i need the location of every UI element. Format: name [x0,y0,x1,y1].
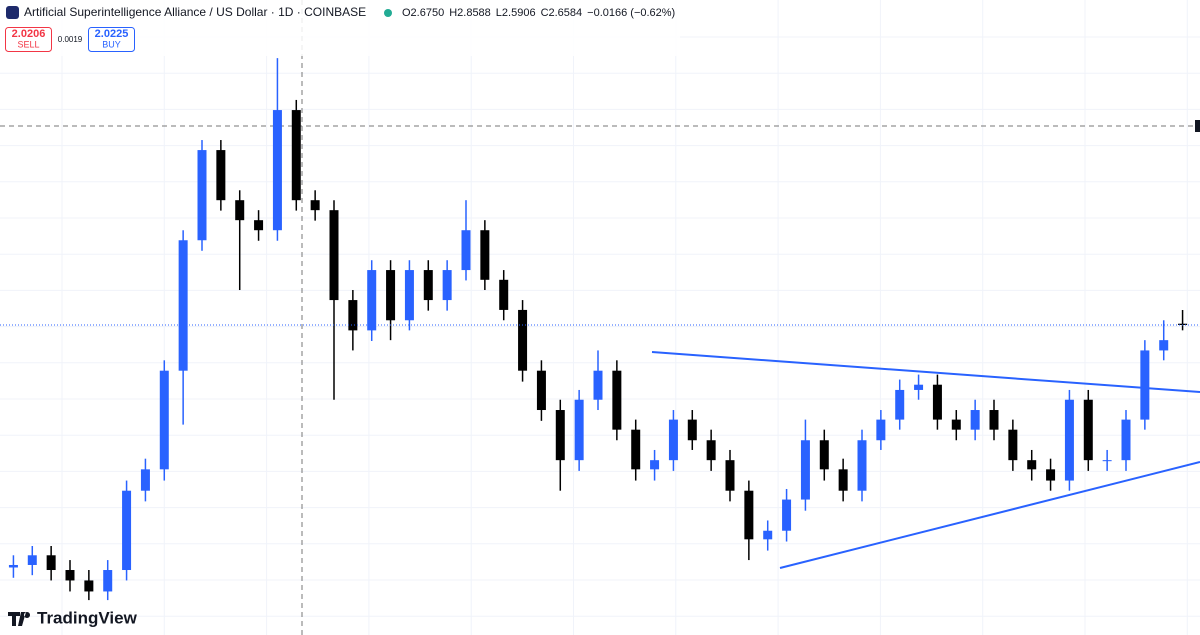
candle-body [254,220,264,231]
ohlc-value: L2.5906 [496,7,536,19]
candle-body [461,230,471,271]
candle-body [122,490,132,571]
candle-body [706,440,716,461]
candle-body [782,499,792,531]
candle-body [480,230,490,280]
market-status[interactable] [384,9,392,17]
candle-body [518,309,528,371]
sell-button[interactable]: 2.0206 SELL [5,27,52,52]
candle-body [970,410,980,430]
candle-body [763,530,773,540]
candle-body [1083,399,1093,461]
sell-price: 2.0206 [12,28,46,40]
candle-body [310,200,320,211]
candle-body [914,384,924,390]
candle-body [140,469,150,491]
logo-text: TradingView [37,608,138,627]
symbol-icon [6,6,19,19]
candle-body [631,429,641,470]
candle-body [216,150,226,201]
candle-body [1046,469,1056,481]
candle-body [1140,350,1150,420]
candle-body [404,270,414,321]
candle-body [178,240,188,371]
candle-body [27,555,37,565]
candle-body [838,469,848,491]
spread: 0.0019 [58,35,83,44]
symbol-title: Artificial Superintelligence Alliance / … [24,5,366,19]
trendline-lower [779,461,1200,569]
candle-body [744,490,754,540]
buy-label: BUY [102,39,121,49]
candle-body [895,389,905,420]
candle-body [197,150,207,241]
candle-body [612,370,622,430]
candle-body [1102,460,1112,462]
candle-body [348,300,358,331]
candle-body [687,419,697,441]
candle-body [876,419,886,441]
candle-body [1027,460,1037,470]
candle-body [1008,429,1018,461]
candle-body [291,110,301,201]
candle-body [159,370,169,470]
logo[interactable]: TradingView [8,608,138,627]
candle-body [8,564,18,568]
ohlc-value: −0.0166 (−0.62%) [587,7,675,19]
candle-body [1159,340,1169,351]
candle-body [46,555,56,571]
candle-body [499,279,509,310]
candle-body [386,270,396,321]
candle-body [65,570,75,581]
candles [0,58,1200,601]
candle-body [989,410,999,430]
candle-body [423,270,433,301]
buy-price: 2.0225 [95,28,129,40]
candle-body [442,270,452,301]
candle-body [235,200,245,221]
candle-body [367,270,377,331]
candle-body [574,399,584,461]
crosshair-label [1195,120,1200,132]
ohlc-value: C2.6584 [541,7,583,19]
candle-body [819,440,829,470]
ohlc: O2.6750 H2.8588 L2.5906 C2.6584 −0.0166 (−0.… [402,7,675,19]
candle-body [951,419,961,430]
sell-label: SELL [17,39,39,49]
candle-body [536,370,546,411]
candle-body [650,460,660,470]
candle-body [800,440,810,500]
candle-body [1064,399,1074,481]
ohlc-value: O2.6750 [402,7,444,19]
candle-body [725,460,735,491]
trendline-upper [651,351,1200,393]
candle-body [1121,419,1131,461]
ohlc-value: H2.8588 [449,7,491,19]
candle-body [1178,323,1188,325]
buy-button[interactable]: 2.0225 BUY [88,27,135,52]
candle-body [272,110,282,231]
candle-body [103,570,113,592]
candle-body [857,440,867,491]
candle-body [329,210,339,301]
candle-body [932,384,942,420]
candle-body [555,410,565,461]
candle-body [84,580,94,592]
candle-body [593,370,603,400]
candle-body [668,419,678,461]
